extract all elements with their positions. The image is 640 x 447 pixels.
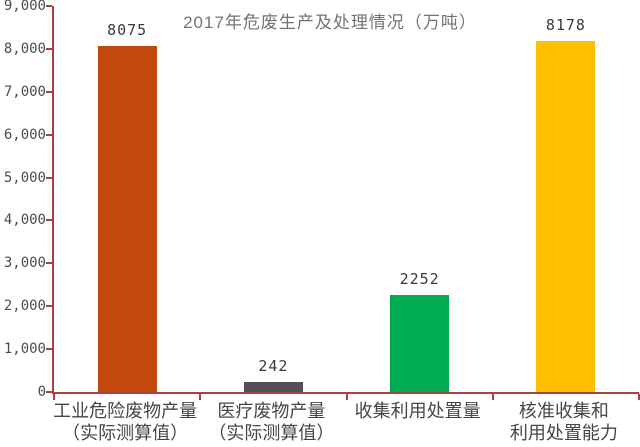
y-tick-label: 0 [37,384,46,400]
category-label-line: 利用处置能力 [509,423,618,443]
y-tick-label: 6,000 [3,126,46,143]
bar [390,295,450,392]
category-label-line: （实际测算值） [208,423,335,443]
y-tick-label: 7,000 [3,83,46,100]
y-tick-label: 4,000 [3,212,46,229]
x-tick-mark [199,394,202,400]
category-label: 工业危险废物产量 （实际测算值） [40,400,210,444]
x-tick-mark [638,394,640,400]
y-tick-label: 1,000 [3,341,46,358]
bar [97,45,157,392]
y-tick-mark [46,391,52,393]
x-tick-mark [53,394,55,400]
x-tick-mark [345,394,348,400]
bar-value-label: 8178 [545,16,586,35]
bar-value-label: 2252 [399,270,440,289]
y-tick-mark [46,176,52,179]
y-tick-mark [46,133,52,136]
bar [243,381,303,392]
y-tick-mark [46,262,52,265]
category-label-line: 核准收集和 [518,401,609,421]
y-tick-mark [46,90,52,93]
chart-title: 2017年危废生产及处理情况（万吨） [183,13,477,32]
category-label-line: 医疗废物产量 [217,401,326,421]
category-label: 医疗废物产量 （实际测算值） [186,400,356,444]
y-tick-label: 5,000 [3,169,46,186]
y-tick-mark [46,47,52,50]
category-label-line: 工业危险废物产量 [53,401,198,421]
y-tick-mark [46,305,52,308]
bar [536,41,596,392]
plot-area: 8075 242 2252 8178 [46,5,640,400]
category-label: 收集利用处置量 [333,400,503,422]
category-label-line: （实际测算值） [62,423,189,443]
y-tick-label: 2,000 [3,298,46,315]
category-label-line: 收集利用处置量 [354,401,481,421]
bar-value-label: 242 [258,356,289,375]
y-tick-label: 3,000 [3,255,46,272]
category-label: 核准收集和 利用处置能力 [479,400,640,444]
y-tick-mark [46,219,52,222]
bar-value-label: 8075 [107,20,148,39]
y-tick-label: 8,000 [3,40,46,57]
y-tick-label: 9,000 [3,0,46,14]
y-tick-mark [46,348,52,351]
x-tick-mark [491,394,494,400]
y-tick-mark [46,5,52,7]
